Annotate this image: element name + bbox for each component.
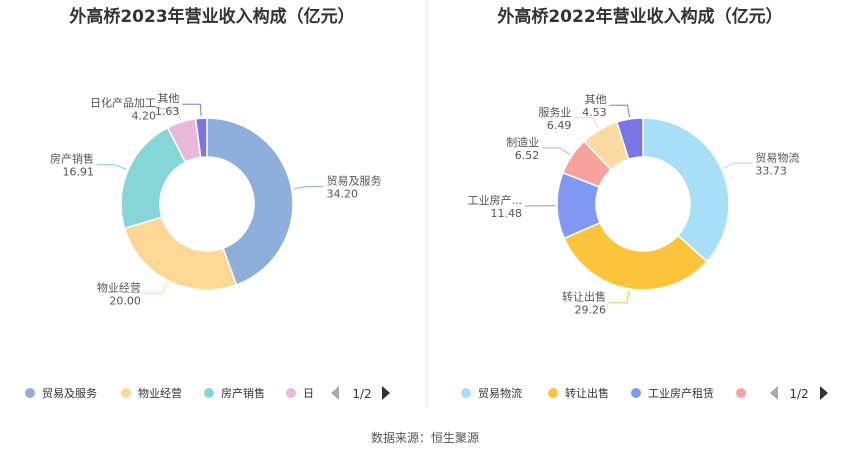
slice-category-label: 贸易及服务	[326, 175, 381, 188]
label-leader-line	[182, 103, 202, 117]
label-leader-line	[609, 104, 630, 118]
pie-slice[interactable]	[615, 117, 644, 161]
label-leader-line	[159, 108, 182, 121]
slice-category-label: 服务业	[538, 106, 571, 119]
slice-value-label: 1.63	[155, 105, 180, 118]
pie-slice[interactable]	[194, 117, 208, 159]
chart-title-2022: 外高桥2022年营业收入构成（亿元）	[497, 6, 782, 27]
source-note: 数据来源：恒生聚源	[371, 430, 479, 445]
pie-slice[interactable]	[206, 117, 294, 286]
legend-2023: 贸易及服务 物业经营 房产销售 日	[25, 386, 314, 400]
pie-slice[interactable]	[642, 117, 730, 263]
label-leader-line	[143, 282, 168, 294]
legend-item-label[interactable]: 物业经营	[138, 386, 182, 400]
next-page-icon[interactable]	[382, 386, 390, 400]
legend-swatch	[204, 388, 214, 398]
slice-value-label: 20.00	[109, 294, 141, 307]
legend-item-label[interactable]: 贸易及服务	[42, 387, 97, 400]
legend-page-indicator: 1/2	[789, 387, 808, 401]
slice-value-label: 6.52	[515, 149, 540, 162]
prev-page-icon[interactable]	[331, 386, 339, 400]
slice-category-label: 转让出售	[562, 290, 606, 304]
legend-item-label[interactable]: 日	[303, 387, 314, 400]
legend-swatch	[121, 388, 131, 398]
chart-title-2023: 外高桥2023年营业收入构成（亿元）	[69, 6, 354, 27]
label-leader-line	[608, 290, 630, 304]
slice-category-label: 房产销售	[50, 152, 94, 166]
label-leader-line	[293, 186, 324, 190]
label-leader-line	[97, 164, 127, 170]
legend-swatch	[548, 388, 558, 398]
slice-value-label: 6.49	[547, 119, 572, 132]
slice-category-label: 物业经营	[97, 280, 141, 294]
slice-value-label: 34.20	[326, 188, 358, 201]
pie-slice[interactable]	[123, 216, 238, 291]
slice-category-label: 其他	[157, 92, 179, 105]
slice-value-label: 29.26	[574, 304, 606, 317]
slice-value-label: 4.53	[582, 106, 607, 119]
legend-swatch	[25, 388, 35, 398]
slice-value-label: 33.73	[755, 164, 787, 177]
slice-category-label: 贸易物流	[755, 150, 799, 164]
prev-page-icon[interactable]	[770, 386, 778, 400]
slice-category-label: 工业房产...	[468, 193, 523, 207]
slice-value-label: 11.48	[491, 207, 523, 220]
label-leader-line	[574, 117, 599, 129]
legend-item-label[interactable]: 工业房产租赁	[648, 386, 714, 400]
label-leader-line	[723, 162, 753, 169]
slice-value-label: 16.91	[63, 166, 95, 179]
legend-item-label[interactable]: 贸易物流	[478, 386, 522, 400]
next-page-icon[interactable]	[820, 386, 828, 400]
legend-swatch	[286, 388, 296, 398]
legend-pager-2023: 1/2	[331, 386, 390, 401]
legend-swatch	[736, 388, 746, 398]
slice-value-label: 4.20	[132, 110, 157, 123]
slice-category-label: 日化产品加工	[90, 96, 156, 110]
legend-page-indicator: 1/2	[352, 387, 371, 401]
slice-category-label: 其他	[585, 93, 607, 106]
legend-swatch	[631, 388, 641, 398]
legend-swatch	[461, 388, 471, 398]
slice-category-label: 制造业	[506, 135, 539, 149]
legend-pager-2022: 1/2	[770, 386, 828, 401]
legend-item-label[interactable]: 房产销售	[221, 386, 265, 400]
pie-slice[interactable]	[563, 221, 708, 291]
label-leader-line	[542, 147, 571, 156]
legend-2022: 贸易物流 转让出售 工业房产租赁	[461, 386, 746, 400]
legend-item-label[interactable]: 转让出售	[565, 386, 609, 400]
